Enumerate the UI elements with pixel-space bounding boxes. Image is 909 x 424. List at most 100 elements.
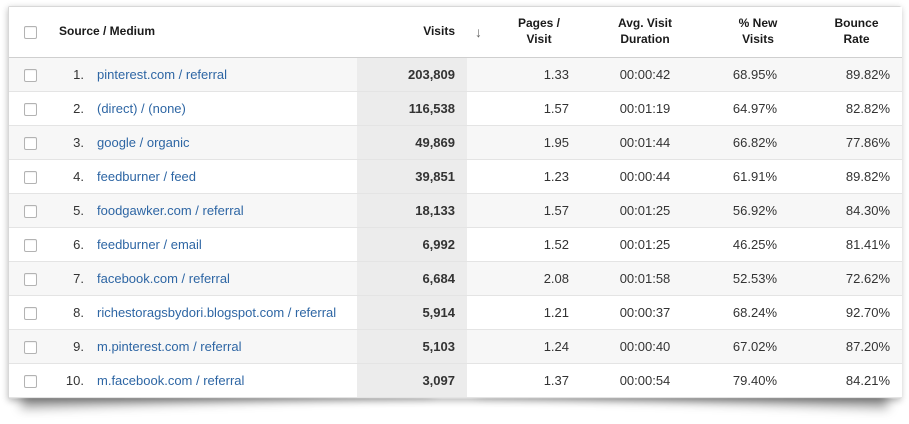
sort-spacer-cell <box>467 329 493 364</box>
avg-visit-duration-header-label: Avg. Visit Duration <box>617 16 673 46</box>
table-row: 3. google / organic 49,869 1.95 00:01:44 66.8… <box>9 125 902 160</box>
bounce-rate-value: 89.82% <box>811 57 902 92</box>
avg-visit-duration-value: 00:01:19 <box>585 91 705 126</box>
source-medium-cell: feedburner / email <box>87 227 357 262</box>
column-header-avg-visit-duration[interactable]: Avg. Visit Duration <box>585 7 705 58</box>
row-checkbox[interactable] <box>23 306 37 320</box>
pct-new-visits-value: 46.25% <box>705 227 811 262</box>
source-medium-cell: google / organic <box>87 125 357 160</box>
table-row: 4. feedburner / feed 39,851 1.23 00:00:44 61.… <box>9 159 902 194</box>
pct-new-visits-value: 66.82% <box>705 125 811 160</box>
sort-descending-icon[interactable]: ↓ <box>475 23 482 40</box>
row-select-cell <box>9 125 51 160</box>
source-medium-table: Source / Medium Visits ↓ Pages / Visit A… <box>9 7 902 398</box>
avg-visit-duration-value: 00:01:58 <box>585 261 705 296</box>
row-checkbox[interactable] <box>23 374 37 388</box>
visits-value: 6,992 <box>357 227 467 262</box>
row-rank: 3. <box>51 125 87 160</box>
column-header-source-medium[interactable]: Source / Medium <box>51 7 357 58</box>
table-row: 5. foodgawker.com / referral 18,133 1.57 00:… <box>9 193 902 228</box>
avg-visit-duration-value: 00:01:25 <box>585 193 705 228</box>
pages-per-visit-value: 1.95 <box>493 125 585 160</box>
sort-spacer-cell <box>467 295 493 330</box>
bounce-rate-header-label: Bounce Rate <box>834 16 879 46</box>
sort-spacer-cell <box>467 227 493 262</box>
sort-spacer-cell <box>467 261 493 296</box>
avg-visit-duration-value: 00:00:37 <box>585 295 705 330</box>
row-checkbox[interactable] <box>23 102 37 116</box>
pct-new-visits-value: 52.53% <box>705 261 811 296</box>
source-medium-link[interactable]: google / organic <box>97 134 190 150</box>
row-checkbox[interactable] <box>23 68 37 82</box>
source-medium-cell: foodgawker.com / referral <box>87 193 357 228</box>
bounce-rate-value: 77.86% <box>811 125 902 160</box>
source-medium-cell: facebook.com / referral <box>87 261 357 296</box>
avg-visit-duration-value: 00:01:25 <box>585 227 705 262</box>
row-rank: 6. <box>51 227 87 262</box>
source-medium-link[interactable]: feedburner / feed <box>97 168 197 184</box>
row-select-cell <box>9 159 51 194</box>
table-row: 1. pinterest.com / referral 203,809 1.33 00:… <box>9 57 902 92</box>
source-medium-link[interactable]: m.facebook.com / referral <box>97 372 245 388</box>
select-all-cell <box>9 7 51 58</box>
row-checkbox[interactable] <box>23 340 37 354</box>
sort-spacer-cell <box>467 193 493 228</box>
source-medium-cell: m.pinterest.com / referral <box>87 329 357 364</box>
pct-new-visits-value: 61.91% <box>705 159 811 194</box>
table-row: 6. feedburner / email 6,992 1.52 00:01:25 46.… <box>9 227 902 262</box>
visits-value: 116,538 <box>357 91 467 126</box>
source-medium-cell: (direct) / (none) <box>87 91 357 126</box>
table-row: 8. richestoragsbydori.blogspot.com / refe… <box>9 295 902 330</box>
source-medium-link[interactable]: foodgawker.com / referral <box>97 202 244 218</box>
source-medium-link[interactable]: feedburner / email <box>97 236 202 252</box>
source-medium-link[interactable]: pinterest.com / referral <box>97 66 228 82</box>
source-medium-cell: pinterest.com / referral <box>87 57 357 92</box>
column-header-bounce-rate[interactable]: Bounce Rate <box>811 7 902 58</box>
select-all-checkbox[interactable] <box>23 25 37 39</box>
source-medium-link[interactable]: (direct) / (none) <box>97 100 186 116</box>
bounce-rate-value: 82.82% <box>811 91 902 126</box>
bounce-rate-value: 87.20% <box>811 329 902 364</box>
avg-visit-duration-value: 00:00:42 <box>585 57 705 92</box>
bounce-rate-value: 84.21% <box>811 363 902 398</box>
row-rank: 9. <box>51 329 87 364</box>
row-select-cell <box>9 57 51 92</box>
pct-new-visits-header-label: % New Visits <box>738 16 778 46</box>
row-checkbox[interactable] <box>23 204 37 218</box>
visits-value: 3,097 <box>357 363 467 398</box>
row-rank: 8. <box>51 295 87 330</box>
pages-per-visit-header-label: Pages / Visit <box>517 16 561 46</box>
column-header-visits[interactable]: Visits <box>357 7 467 58</box>
pages-per-visit-value: 1.57 <box>493 91 585 126</box>
row-checkbox[interactable] <box>23 272 37 286</box>
bounce-rate-value: 81.41% <box>811 227 902 262</box>
source-medium-link[interactable]: facebook.com / referral <box>97 270 230 286</box>
avg-visit-duration-value: 00:00:40 <box>585 329 705 364</box>
bounce-rate-value: 89.82% <box>811 159 902 194</box>
column-header-pages-per-visit[interactable]: Pages / Visit <box>493 7 585 58</box>
pages-per-visit-value: 1.37 <box>493 363 585 398</box>
table-header-row: Source / Medium Visits ↓ Pages / Visit A… <box>9 7 902 58</box>
source-medium-link[interactable]: m.pinterest.com / referral <box>97 338 242 354</box>
source-medium-link[interactable]: richestoragsbydori.blogspot.com / referr… <box>97 304 337 320</box>
pages-per-visit-value: 1.57 <box>493 193 585 228</box>
bounce-rate-value: 84.30% <box>811 193 902 228</box>
visits-value: 39,851 <box>357 159 467 194</box>
pages-per-visit-value: 1.33 <box>493 57 585 92</box>
row-checkbox[interactable] <box>23 238 37 252</box>
row-rank: 1. <box>51 57 87 92</box>
column-header-pct-new-visits[interactable]: % New Visits <box>705 7 811 58</box>
table-row: 2. (direct) / (none) 116,538 1.57 00:01:19 64… <box>9 91 902 126</box>
row-checkbox[interactable] <box>23 136 37 150</box>
pct-new-visits-value: 64.97% <box>705 91 811 126</box>
source-medium-report-card: Source / Medium Visits ↓ Pages / Visit A… <box>8 6 902 399</box>
visits-value: 6,684 <box>357 261 467 296</box>
row-rank: 4. <box>51 159 87 194</box>
avg-visit-duration-value: 00:00:54 <box>585 363 705 398</box>
row-select-cell <box>9 227 51 262</box>
row-checkbox[interactable] <box>23 170 37 184</box>
row-rank: 10. <box>51 363 87 398</box>
table-row: 10. m.facebook.com / referral 3,097 1.37 00:… <box>9 363 902 398</box>
pct-new-visits-value: 67.02% <box>705 329 811 364</box>
